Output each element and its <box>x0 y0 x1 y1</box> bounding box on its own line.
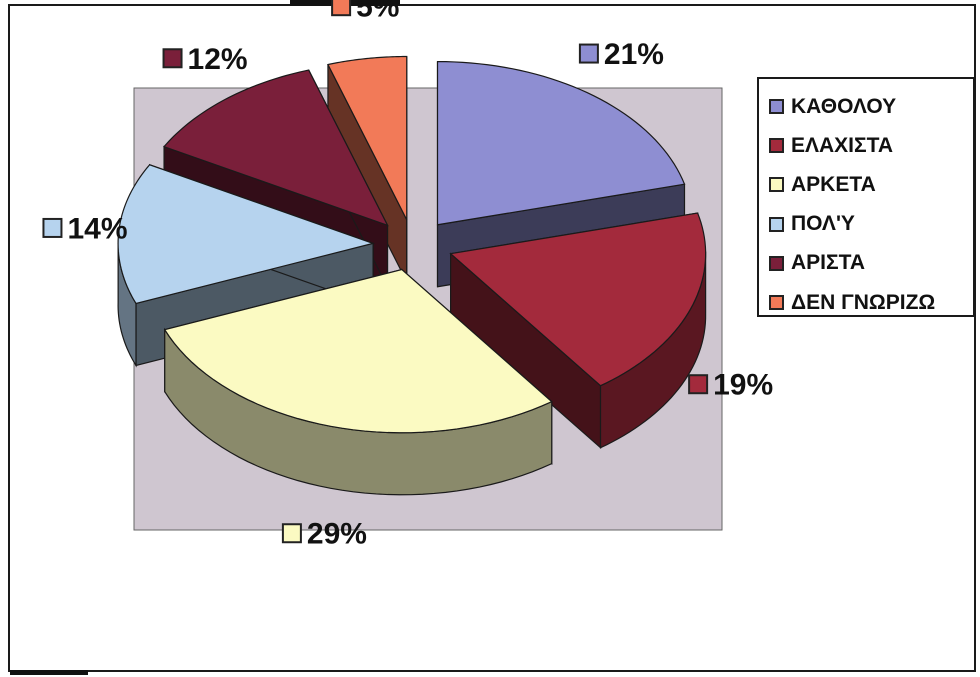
legend-swatch <box>769 177 784 193</box>
legend-swatch <box>769 99 784 115</box>
data-label: 5% <box>331 0 399 24</box>
legend-item: ΔΕΝ ΓΝΩΡΙΖΩ <box>769 283 973 322</box>
legend-label: ΔΕΝ ΓΝΩΡΙΖΩ <box>791 290 936 314</box>
slice-top <box>163 69 389 227</box>
legend-label: ΑΡΙΣΤΑ <box>791 251 866 275</box>
data-label: 29% <box>281 518 367 551</box>
data-label-swatch <box>281 523 302 544</box>
data-label-text: 12% <box>188 43 248 76</box>
data-label-swatch <box>162 48 183 69</box>
data-label-text: 29% <box>307 518 367 551</box>
slice-top <box>117 164 376 305</box>
legend-swatch <box>769 138 784 154</box>
legend-label: ΕΛΑΧΙΣΤΑ <box>791 133 894 157</box>
slice-top <box>327 55 408 220</box>
data-labels: 21% 19% 29% 14% 12% 5% <box>42 0 773 551</box>
data-label-text: 5% <box>356 0 399 24</box>
legend-swatch <box>769 295 784 311</box>
slice-top <box>436 60 686 226</box>
data-label-swatch <box>688 374 709 395</box>
legend-item: ΑΡΙΣΤΑ <box>769 244 973 283</box>
legend-item: ΠΟΛ'Υ <box>769 205 973 244</box>
data-label-swatch <box>578 43 599 64</box>
data-label: 14% <box>42 212 128 245</box>
data-label: 19% <box>688 369 773 402</box>
data-label-text: 19% <box>713 369 773 402</box>
pie-slice <box>163 268 553 496</box>
legend-label: ΚΑΘΟΛΟΥ <box>791 94 897 118</box>
legend-swatch <box>769 216 784 232</box>
pie-slices <box>117 55 707 496</box>
legend-item: ΑΡΚΕΤΑ <box>769 165 973 204</box>
bottom-edge-mark <box>10 670 88 675</box>
slice-top <box>449 212 707 387</box>
legend-item: ΕΛΑΧΙΣΤΑ <box>769 126 973 165</box>
legend-label: ΑΡΚΕΤΑ <box>791 172 876 196</box>
legend-swatch <box>769 255 784 271</box>
legend-item: ΚΑΘΟΛΟΥ <box>769 87 973 126</box>
legend-label: ΠΟΛ'Υ <box>791 212 855 236</box>
data-label-swatch <box>331 0 352 17</box>
data-label-swatch <box>42 217 63 238</box>
data-label-text: 21% <box>604 38 664 71</box>
data-label-text: 14% <box>67 212 127 245</box>
slice-top <box>163 268 553 434</box>
data-label: 21% <box>578 38 664 71</box>
pie-slice <box>449 212 707 450</box>
data-label: 12% <box>162 43 248 76</box>
legend: ΚΑΘΟΛΟΥ ΕΛΑΧΙΣΤΑ ΑΡΚΕΤΑ ΠΟΛ'Υ ΑΡΙΣΤΑ ΔΕΝ… <box>757 77 975 317</box>
